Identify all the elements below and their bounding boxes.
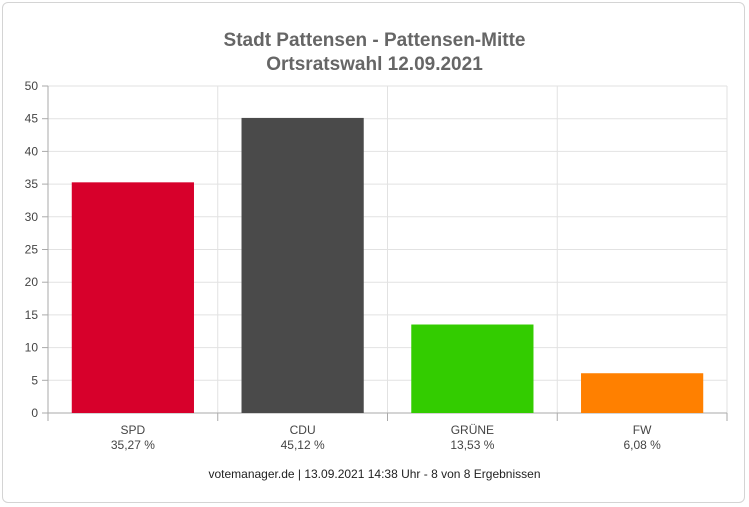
chart-footer: votemanager.de | 13.09.2021 14:38 Uhr - … — [208, 467, 541, 481]
y-tick-label: 5 — [31, 373, 38, 387]
x-category-label: SPD — [121, 423, 146, 437]
x-value-label: 6,08 % — [623, 438, 661, 452]
y-tick-label: 20 — [25, 275, 39, 289]
x-category-label: CDU — [290, 423, 316, 437]
bar-spd — [71, 182, 194, 413]
y-tick-label: 35 — [25, 177, 39, 191]
y-tick-label: 30 — [25, 210, 39, 224]
x-category-label: GRÜNE — [451, 423, 494, 437]
y-tick-label: 10 — [25, 341, 39, 355]
bar-grüne — [411, 324, 534, 413]
bar-fw — [581, 373, 704, 413]
y-tick-label: 50 — [25, 79, 39, 93]
x-value-label: 13,53 % — [450, 438, 494, 452]
chart-title: Stadt Pattensen - Pattensen-Mitte — [223, 30, 526, 51]
x-value-label: 35,27 % — [111, 438, 155, 452]
y-tick-label: 40 — [25, 144, 39, 158]
bar-cdu — [241, 117, 364, 414]
x-value-label: 45,12 % — [281, 438, 325, 452]
y-tick-label: 45 — [25, 112, 39, 126]
x-category-label: FW — [633, 423, 652, 437]
chart-subtitle: Ortsratswahl 12.09.2021 — [266, 54, 483, 75]
y-tick-label: 0 — [31, 406, 38, 420]
y-tick-label: 15 — [25, 308, 39, 322]
y-tick-label: 25 — [25, 243, 39, 257]
